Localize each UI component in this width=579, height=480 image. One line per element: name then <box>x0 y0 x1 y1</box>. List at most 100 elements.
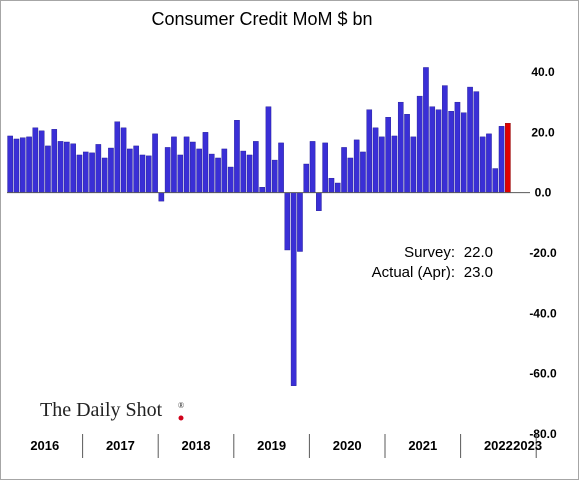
logo-text: The Daily Shot <box>40 399 163 421</box>
bar <box>7 135 13 193</box>
bar <box>316 192 322 211</box>
bar-latest <box>505 123 511 193</box>
bar <box>158 192 165 202</box>
bar <box>215 157 221 193</box>
actual-value: 23.0 <box>464 264 493 281</box>
bar <box>366 109 373 193</box>
x-tick-label: 2016 <box>30 438 59 453</box>
bar <box>234 120 240 193</box>
bar <box>57 141 64 193</box>
bar <box>429 106 436 193</box>
bar <box>473 91 480 193</box>
bar <box>341 147 347 193</box>
bar <box>127 148 133 193</box>
bar <box>82 151 89 193</box>
bar <box>322 142 328 193</box>
bar <box>372 127 379 193</box>
y-tick-label: -20.0 <box>529 246 557 260</box>
bar <box>139 154 146 193</box>
bar <box>95 144 102 193</box>
x-tick-label: 2017 <box>106 438 135 453</box>
bar <box>410 136 417 193</box>
bar <box>259 187 265 193</box>
bar <box>290 192 297 386</box>
x-tick-label: 2019 <box>257 438 286 453</box>
bar <box>145 155 152 193</box>
bar <box>196 148 202 193</box>
bar <box>76 154 83 193</box>
survey-value: 22.0 <box>464 244 493 261</box>
bar <box>19 137 26 193</box>
logo-dot-icon <box>178 415 184 421</box>
bar <box>164 147 171 193</box>
bar <box>385 117 391 193</box>
x-tick-label: 2018 <box>182 438 211 453</box>
bar <box>397 101 404 193</box>
bar <box>278 142 284 193</box>
bar <box>221 148 228 193</box>
bar <box>190 141 196 193</box>
bar <box>271 159 278 193</box>
brand-logo: The Daily Shot ® <box>40 399 184 421</box>
y-tick-label: 0.0 <box>535 186 552 200</box>
bar <box>284 192 291 251</box>
bar <box>498 126 505 193</box>
y-tick-label: -60.0 <box>529 367 557 381</box>
bar-series <box>7 67 511 386</box>
bar <box>353 139 360 193</box>
bar <box>454 101 461 193</box>
bar <box>70 143 76 193</box>
bar <box>152 133 158 193</box>
bar <box>423 67 429 193</box>
chart-title: Consumer Credit MoM $ bn <box>151 9 372 29</box>
y-tick-label: 40.0 <box>531 65 555 79</box>
bar <box>133 145 139 193</box>
actual-label: Actual (Apr): <box>372 264 455 281</box>
survey-label: Survey: <box>404 244 455 261</box>
bar <box>265 106 272 193</box>
bar <box>89 152 95 193</box>
bar <box>309 141 316 193</box>
x-tick-label: 2020 <box>333 438 362 453</box>
bar <box>171 136 177 193</box>
bar <box>460 112 467 193</box>
y-tick-label: -40.0 <box>529 306 557 320</box>
bar <box>108 147 114 193</box>
x-axis: 2016 2017 2018 2019 2020 2021 2022 2023 <box>30 434 542 458</box>
bar <box>347 157 354 193</box>
bar <box>120 127 127 193</box>
survey-annotation: Survey: 22.0 Actual (Apr): 23.0 <box>372 244 493 281</box>
bar <box>492 168 499 193</box>
bar <box>479 136 486 193</box>
y-axis-ticks: 40.020.00.0-20.0-40.0-60.0-80.0 <box>529 65 557 441</box>
x-tick-label: 2023 <box>513 438 542 453</box>
bar <box>253 141 259 193</box>
bar <box>101 157 108 193</box>
bar <box>64 141 70 193</box>
bar <box>416 95 423 193</box>
bar <box>51 129 58 193</box>
logo-registered-mark: ® <box>178 401 184 410</box>
x-tick-label: 2021 <box>408 438 437 453</box>
bar <box>435 109 442 193</box>
bar <box>379 136 385 193</box>
bar <box>360 151 366 193</box>
bar <box>246 154 253 193</box>
bar <box>26 136 32 193</box>
bar <box>303 163 310 193</box>
bar <box>240 150 247 193</box>
y-tick-label: 20.0 <box>531 125 555 139</box>
bar <box>13 138 20 193</box>
bar <box>391 135 398 193</box>
x-tick-label: 2022 <box>484 438 513 453</box>
bar <box>177 154 184 193</box>
bar <box>202 132 209 193</box>
bar <box>227 166 234 193</box>
bar <box>297 192 303 252</box>
bar <box>45 145 51 193</box>
bar <box>442 85 448 193</box>
bar <box>183 136 190 193</box>
bar <box>208 153 215 193</box>
bar <box>38 130 45 193</box>
